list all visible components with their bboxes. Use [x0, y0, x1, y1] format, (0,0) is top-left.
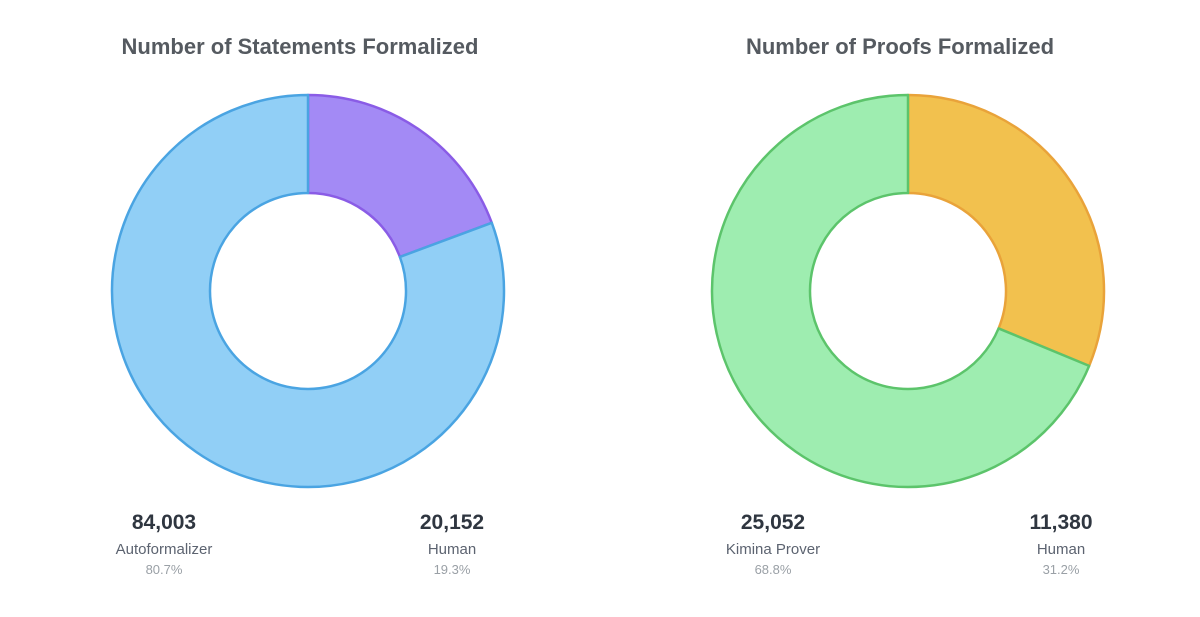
donut-slice-autoformalizer: [110, 93, 506, 489]
legend-label: Kimina Prover: [725, 541, 821, 558]
legend-percent: 19.3%: [433, 562, 471, 577]
donut-slice-human: [906, 93, 1106, 368]
chart-title: Number of Statements Formalized: [121, 34, 479, 59]
proofs-chart-panel: Number of Proofs Formalized 25,052 Kimin…: [600, 0, 1200, 617]
chart-title: Number of Proofs Formalized: [745, 34, 1055, 59]
donut-slice-kimina-prover: [710, 93, 1091, 489]
legend-item-human: 11,380 Human 31.2%: [961, 510, 1161, 578]
legend-percent: 31.2%: [1042, 562, 1080, 577]
legend-value: 20,152: [419, 511, 485, 534]
legend-percent: 80.7%: [145, 562, 183, 577]
legend-label: Autoformalizer: [115, 541, 213, 558]
proofs-donut-chart: [710, 93, 1106, 489]
legend-value: 84,003: [131, 511, 197, 534]
legend-label: Human: [427, 541, 477, 558]
statements-donut-chart: [110, 93, 506, 489]
legend-value: 25,052: [740, 511, 806, 534]
legend-item-human: 20,152 Human 19.3%: [352, 510, 552, 578]
legend-label: Human: [1036, 541, 1086, 558]
statements-chart-panel: Number of Statements Formalized 84,003 A…: [64, 34, 552, 578]
legend-value: 11,380: [1029, 511, 1093, 534]
donut-slice-human: [306, 93, 494, 259]
legend-item-autoformalizer: 84,003 Autoformalizer 80.7%: [64, 510, 264, 578]
legend-percent: 68.8%: [754, 562, 792, 577]
legend-item-kimina-prover: 25,052 Kimina Prover 68.8%: [673, 510, 873, 578]
